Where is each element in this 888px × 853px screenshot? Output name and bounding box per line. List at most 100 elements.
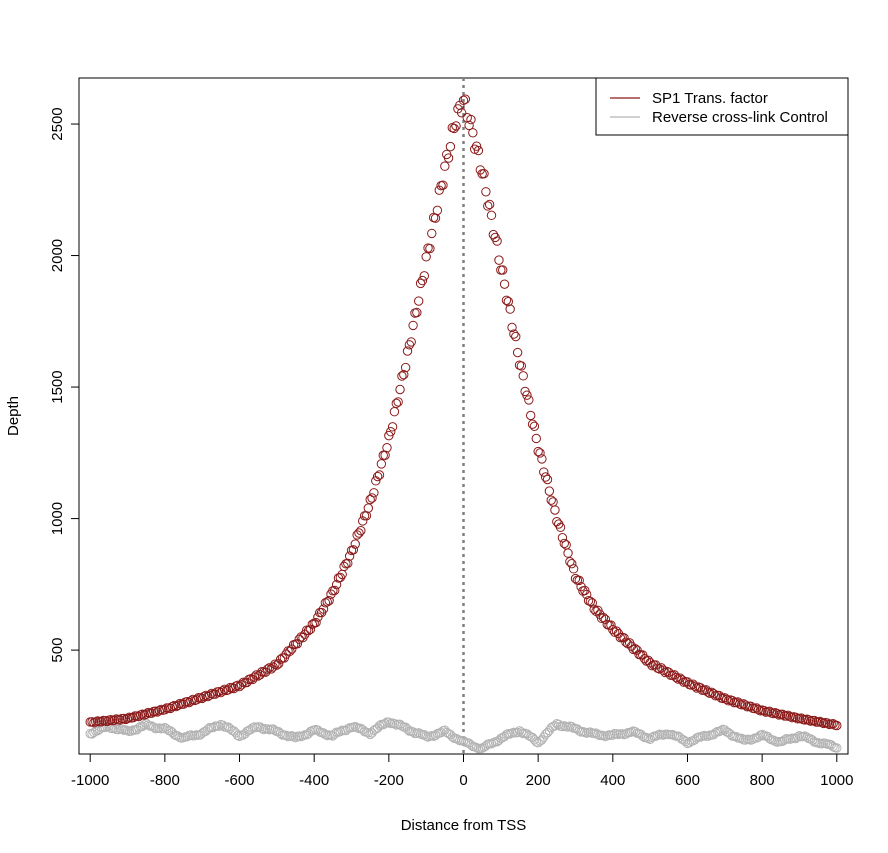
data-point [488,737,499,748]
data-point [557,533,568,543]
data-point [262,664,273,674]
data-point [764,733,775,744]
data-point [516,361,527,371]
data-point [671,672,681,683]
legend: SP1 Trans. factor Reverse cross-link Con… [595,77,849,136]
data-point [404,340,415,350]
data-point [531,737,541,747]
x-tick-label: -400 [299,772,329,789]
data-point [201,690,211,701]
data-point [412,307,422,318]
data-point [522,390,532,400]
data-point [496,265,506,275]
data-point [460,94,471,104]
data-point [186,730,196,740]
legend-label-sp1: SP1 Trans. factor [652,90,768,107]
data-point [109,715,120,725]
data-point [214,686,224,697]
data-point [374,720,385,731]
data-point [518,371,528,381]
data-point [501,295,512,305]
data-point [555,522,566,533]
data-point [330,585,340,596]
x-tick-label: -1000 [71,772,109,789]
y-tick-label: 500 [49,638,66,663]
data-point [507,322,517,333]
data-point [119,713,129,724]
data-point [188,694,198,705]
data-point [539,467,549,477]
data-point [348,545,359,555]
data-point [324,595,334,606]
data-point [372,471,383,482]
data-point [87,717,97,727]
data-point [393,397,403,407]
data-point [736,700,747,710]
data-point [473,145,484,156]
data-point [511,331,521,342]
data-point [335,572,346,583]
data-point [559,538,569,549]
data-point [546,495,556,505]
data-point [813,738,823,748]
data-point [288,732,299,742]
data-point [402,346,413,356]
data-point [389,407,400,417]
data-point [565,557,575,567]
data-point [516,727,527,737]
data-point [792,732,803,742]
data-point [568,564,579,574]
x-tick-label: 0 [459,772,467,789]
data-point [344,551,355,561]
data-point [397,371,407,381]
data-point [690,681,700,691]
data-point [257,723,267,734]
x-axis-label: Distance from TSS [401,817,527,834]
data-point [122,725,133,736]
data-point [705,688,715,698]
data-point [378,450,388,461]
data-point [822,718,833,728]
x-tick-label: 600 [675,772,700,789]
data-point [563,548,573,558]
data-point [414,296,424,306]
data-point [574,575,584,586]
data-point [231,681,241,691]
data-point [456,108,467,118]
data-point [443,153,454,163]
data-point [609,627,620,637]
data-point [359,511,370,521]
data-point [503,296,513,307]
data-point [408,320,418,331]
data-point [572,575,583,585]
y-tick-label: 1000 [49,502,66,535]
data-point [92,716,103,726]
data-point [770,736,780,746]
data-point [483,201,493,211]
x-tick-label: -600 [225,772,255,789]
data-point [481,187,491,197]
data-point [387,422,398,432]
data-point [658,665,668,675]
data-point [91,717,101,727]
data-point [779,735,790,745]
data-point [828,741,838,752]
y-tick-label: 2000 [49,239,66,272]
data-point [471,742,482,753]
x-tick-label: -800 [150,772,180,789]
data-point [804,715,814,725]
data-point [451,121,461,131]
data-point [318,604,329,614]
data-point [529,421,540,431]
data-point [486,210,497,221]
data-point [331,579,342,590]
y-axis-label: Depth [5,396,22,436]
data-point [449,123,459,134]
data-point [548,497,558,507]
series-control [85,717,842,754]
data-point [354,528,364,538]
data-point [374,470,385,480]
data-point [432,205,443,216]
data-point [376,459,387,469]
data-point [154,723,164,733]
